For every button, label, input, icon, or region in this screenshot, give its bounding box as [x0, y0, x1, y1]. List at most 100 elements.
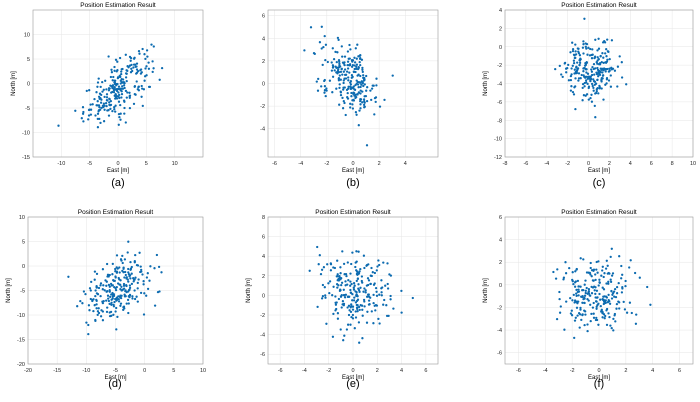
- scatter-points: [67, 240, 163, 336]
- data-point: [607, 282, 610, 285]
- data-point: [590, 73, 594, 77]
- data-point: [604, 61, 608, 64]
- data-point: [346, 87, 350, 90]
- y-tick-label: -8: [497, 118, 502, 124]
- data-point: [114, 110, 117, 113]
- data-point: [343, 334, 346, 337]
- data-point: [145, 294, 148, 297]
- data-point: [126, 91, 129, 94]
- data-point: [119, 118, 122, 121]
- data-point: [567, 79, 571, 82]
- data-point: [385, 304, 388, 307]
- data-point: [317, 263, 320, 266]
- data-point: [386, 282, 389, 286]
- data-point: [605, 296, 609, 299]
- data-point: [370, 98, 373, 102]
- data-point: [346, 295, 350, 298]
- data-point: [589, 266, 592, 270]
- data-point: [582, 52, 585, 55]
- data-point: [367, 263, 370, 266]
- data-point: [102, 88, 105, 91]
- data-point: [101, 310, 105, 313]
- data-point: [590, 93, 593, 96]
- data-point: [360, 304, 364, 307]
- data-point: [104, 102, 108, 105]
- data-point: [343, 68, 347, 71]
- data-point: [338, 74, 341, 77]
- data-point: [338, 86, 341, 90]
- data-point: [608, 315, 611, 319]
- data-point: [596, 271, 599, 274]
- data-point: [101, 319, 105, 322]
- data-point: [349, 81, 352, 84]
- data-point: [317, 77, 320, 81]
- data-point: [117, 87, 121, 91]
- data-point: [100, 93, 103, 97]
- data-point: [325, 87, 328, 90]
- data-point: [351, 107, 355, 110]
- data-point: [587, 98, 590, 101]
- data-point: [139, 265, 142, 268]
- data-point: [366, 277, 370, 280]
- data-point: [365, 321, 369, 324]
- data-point: [137, 86, 140, 89]
- data-point: [374, 100, 377, 104]
- data-point: [574, 43, 577, 46]
- data-point: [625, 83, 628, 86]
- data-point: [389, 298, 392, 301]
- data-point: [607, 79, 611, 82]
- data-point: [598, 69, 601, 73]
- data-point: [573, 56, 576, 60]
- data-point: [140, 95, 143, 98]
- data-point: [592, 301, 595, 305]
- data-point: [574, 53, 578, 56]
- data-point: [602, 56, 605, 59]
- data-point: [336, 51, 339, 54]
- data-point: [158, 78, 161, 81]
- data-point: [336, 312, 340, 315]
- data-point: [601, 269, 604, 272]
- data-point: [131, 297, 134, 300]
- data-point: [122, 271, 125, 274]
- data-point: [365, 144, 369, 147]
- data-point: [602, 302, 605, 306]
- data-point: [94, 114, 97, 117]
- data-point: [575, 306, 579, 309]
- data-point: [576, 290, 579, 294]
- data-point: [588, 271, 592, 275]
- data-point: [133, 289, 136, 292]
- data-point: [558, 64, 561, 68]
- data-point: [373, 96, 377, 100]
- data-point: [117, 85, 121, 88]
- data-point: [328, 280, 332, 283]
- data-point: [354, 265, 357, 269]
- data-point: [351, 251, 354, 254]
- data-point: [345, 274, 348, 278]
- data-point: [380, 279, 383, 282]
- data-point: [337, 38, 340, 42]
- data-point: [119, 103, 122, 107]
- data-point: [573, 336, 576, 340]
- data-point: [353, 56, 356, 59]
- data-point: [331, 66, 335, 69]
- data-point: [377, 317, 380, 321]
- data-point: [359, 286, 362, 289]
- axes-frame: [27, 216, 204, 365]
- data-point: [581, 46, 585, 49]
- data-point: [596, 49, 599, 52]
- data-point: [124, 273, 127, 277]
- data-point: [585, 93, 589, 96]
- data-point: [121, 261, 124, 265]
- y-tick-label: -12: [494, 155, 502, 161]
- axes-frame: [267, 216, 439, 365]
- data-point: [620, 291, 624, 294]
- data-point: [383, 298, 386, 302]
- data-point: [321, 283, 325, 287]
- data-point: [80, 117, 83, 120]
- data-point: [600, 274, 603, 277]
- data-point: [570, 309, 573, 312]
- data-point: [554, 67, 557, 71]
- data-point: [145, 276, 149, 279]
- data-point: [112, 75, 115, 79]
